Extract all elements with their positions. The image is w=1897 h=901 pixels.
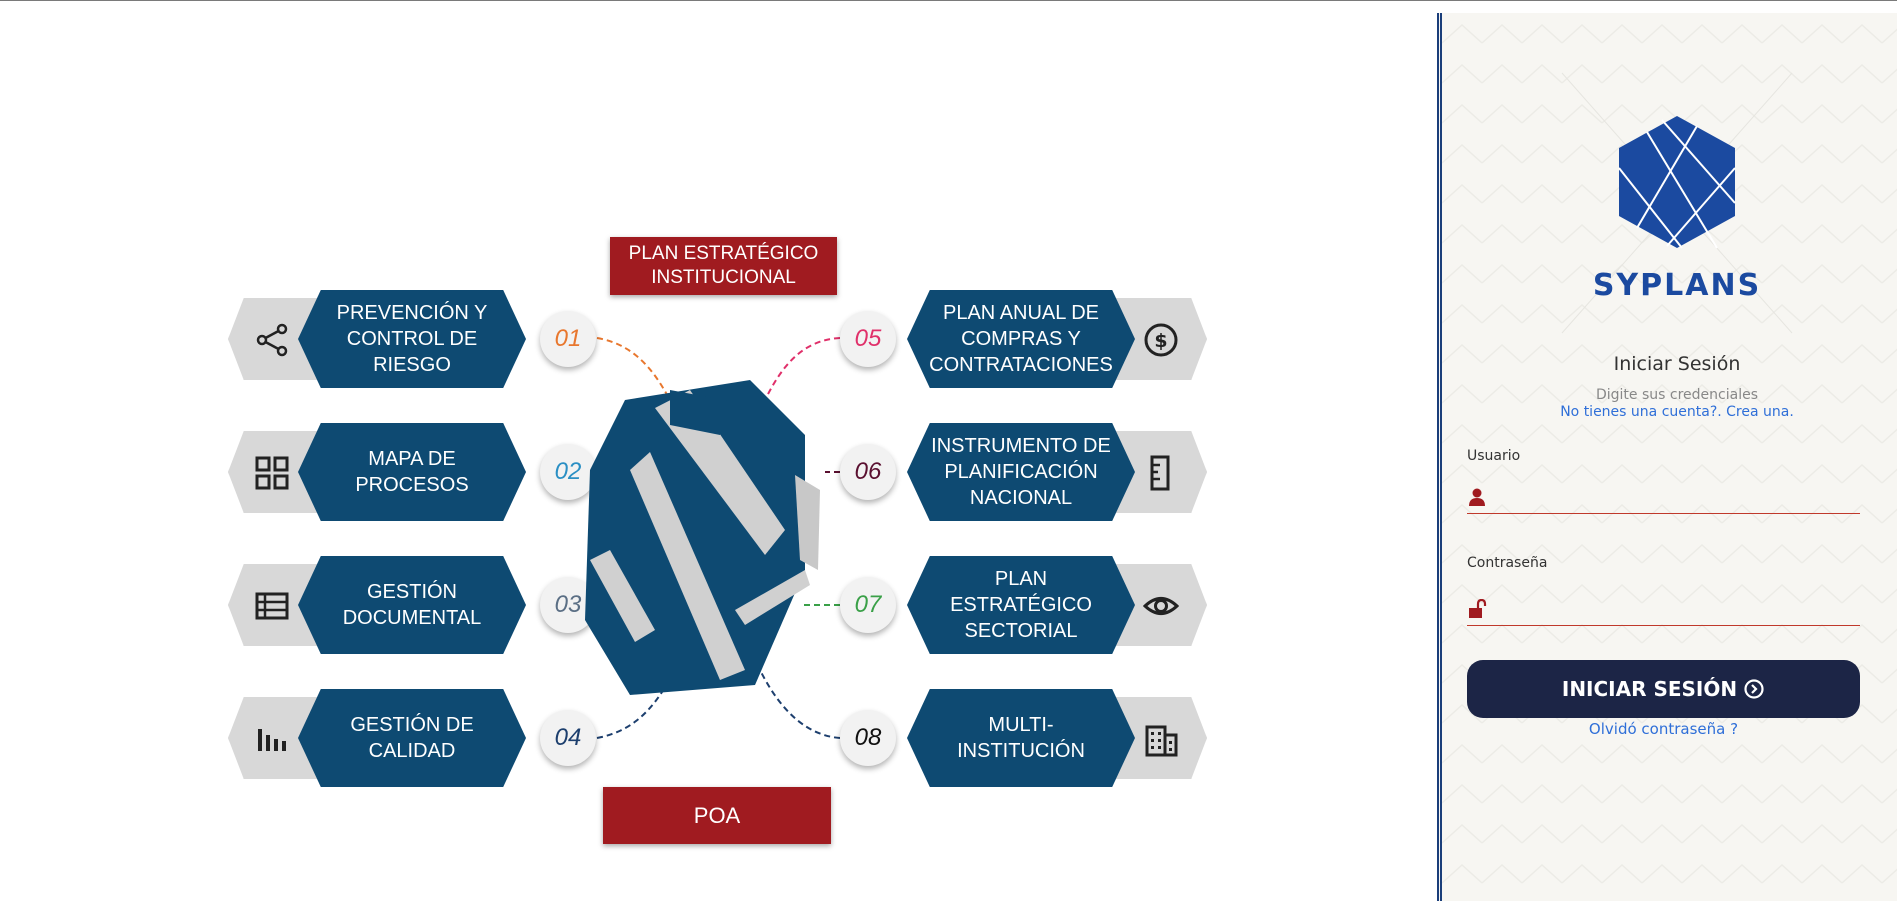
- forgot-password-link[interactable]: Olvidó contraseña ?: [1588, 720, 1739, 738]
- login-subtitle: Digite sus credenciales: [1595, 387, 1758, 403]
- bar-chart-icon: [258, 729, 286, 751]
- syplans-center-logo: [585, 380, 820, 695]
- banner-plan-estrategico-institucional: PLAN ESTRATÉGICO INSTITUCIONAL: [610, 237, 837, 295]
- signup-link[interactable]: No tienes una cuenta?. Crea una.: [1560, 404, 1794, 420]
- module-number: 06: [840, 444, 896, 500]
- banner-poa: POA: [603, 787, 831, 844]
- svg-text:$: $: [1154, 330, 1167, 352]
- brand-name: SYPLANS: [1592, 268, 1762, 303]
- grid-icon: [255, 456, 289, 490]
- share-icon: [256, 323, 288, 357]
- password-label: Contraseña: [1467, 555, 1548, 571]
- module-number: 05: [840, 311, 896, 367]
- module-number: 08: [840, 710, 896, 766]
- password-field: [1467, 593, 1860, 626]
- arrow-circle-right-icon: [1744, 679, 1764, 699]
- login-panel: SYPLANS Iniciar Sesión Digite sus creden…: [1437, 13, 1897, 901]
- module-label: INSTRUMENTO DE PLANIFICACIÓN NACIONAL: [907, 423, 1135, 521]
- module-label: MAPA DE PROCESOS: [298, 423, 526, 521]
- username-input[interactable]: [1495, 481, 1859, 513]
- dollar-icon: $: [1144, 323, 1178, 357]
- username-label: Usuario: [1467, 448, 1521, 464]
- module-label: PLAN ESTRATÉGICO SECTORIAL: [907, 556, 1135, 654]
- module-number: 07: [840, 577, 896, 633]
- module-number: 02: [540, 444, 596, 500]
- module-item-01: PREVENCIÓN Y CONTROL DE RIESGO 01: [228, 290, 596, 388]
- module-item-02: MAPA DE PROCESOS 02: [228, 423, 596, 521]
- unlock-icon: [1469, 599, 1487, 618]
- eye-icon: [1143, 597, 1179, 615]
- module-item-06: INSTRUMENTO DE PLANIFICACIÓN NACIONAL 06: [832, 423, 1207, 521]
- module-label: GESTIÓN DE CALIDAD: [298, 689, 526, 787]
- modules-infographic: PLAN ESTRATÉGICO INSTITUCIONAL PREVENCIÓ…: [228, 237, 1207, 844]
- login-button-label: INICIAR SESIÓN: [1561, 677, 1738, 701]
- module-item-08: MULTI-INSTITUCIÓN 08: [832, 689, 1207, 787]
- module-label: GESTIÓN DOCUMENTAL: [298, 556, 526, 654]
- building-icon: [1145, 725, 1178, 757]
- login-button[interactable]: INICIAR SESIÓN: [1467, 660, 1860, 718]
- module-label: PLAN ANUAL DE COMPRAS Y CONTRATACIONES: [907, 290, 1135, 388]
- module-number: 04: [540, 710, 596, 766]
- syplans-logo: [1618, 116, 1736, 249]
- module-label: MULTI-INSTITUCIÓN: [907, 689, 1135, 787]
- list-icon: [255, 592, 289, 620]
- ruler-icon: [1150, 455, 1170, 491]
- module-item-07: PLAN ESTRATÉGICO SECTORIAL 07: [832, 556, 1207, 654]
- module-item-04: GESTIÓN DE CALIDAD 04: [228, 689, 596, 787]
- user-icon: [1469, 488, 1485, 506]
- password-input[interactable]: [1495, 593, 1859, 625]
- username-field: [1467, 481, 1860, 514]
- module-label: PREVENCIÓN Y CONTROL DE RIESGO: [298, 290, 526, 388]
- login-title: Iniciar Sesión: [1613, 353, 1741, 375]
- module-item-05: $ PLAN ANUAL DE COMPRAS Y CONTRATACIONES…: [832, 290, 1207, 388]
- module-item-03: GESTIÓN DOCUMENTAL 03: [228, 556, 596, 654]
- top-border: [0, 0, 1897, 1]
- module-number: 01: [540, 311, 596, 367]
